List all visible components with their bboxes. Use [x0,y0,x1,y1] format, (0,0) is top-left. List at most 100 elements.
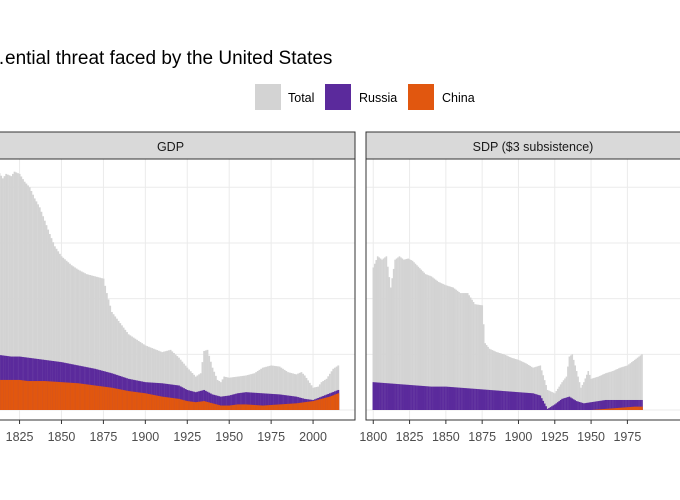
bar-total-1855 [69,263,71,410]
bar-china-1979 [277,404,279,410]
bar-china-1927 [189,401,192,410]
legend-label-china: China [442,91,475,105]
bar-russia-1913 [536,394,539,410]
bar-total-1905 [525,363,527,410]
bar-china-1968 [258,405,261,410]
bar-total-1893 [507,356,510,410]
bar-russia-1983 [638,399,640,410]
bar-russia-1951 [230,395,232,410]
bar-russia-1818 [398,384,401,410]
bar-total-1964 [251,373,254,410]
bar-total-1951 [591,378,594,410]
bar-china-1958 [241,404,244,410]
bar-china-1819 [8,379,11,410]
bar-russia-1937 [571,398,574,410]
bar-total-1887 [122,327,125,410]
bar-russia-1970 [261,393,264,410]
bar-total-1948 [225,376,227,410]
bar-russia-1848 [442,386,444,410]
bar-total-1855 [452,287,455,410]
bar-total-1894 [134,338,137,410]
bar-china-1971 [263,405,266,410]
bar-total-1835 [35,201,38,410]
bar-total-1949 [588,374,591,410]
bar-russia-1985 [287,395,289,410]
bar-russia-1879 [487,389,489,410]
bar-total-1845 [437,281,440,410]
bar-russia-1945 [583,403,585,410]
bar-russia-1987 [290,395,293,410]
bar-russia-1861 [461,387,463,410]
bar-russia-1905 [525,392,527,410]
bar-russia-1831 [417,385,420,410]
bar-china-1977 [629,406,632,410]
bar-china-1916 [171,397,174,410]
bar-total-2001 [313,387,316,410]
bar-russia-1835 [423,386,425,410]
bar-total-1871 [95,276,98,410]
bar-total-1966 [255,372,258,410]
bar-china-1817 [5,379,8,410]
bar-china-1831 [28,381,31,410]
bar-china-1977 [273,404,276,410]
bar-russia-1838 [427,386,430,410]
bar-china-1924 [184,400,187,410]
bar-china-1997 [307,401,310,410]
bar-total-1878 [107,299,110,410]
bar-total-2004 [318,384,321,410]
bar-russia-1929 [193,391,195,410]
bar-total-1972 [265,366,268,410]
bar-total-1880 [110,312,113,410]
bar-russia-1949 [226,395,229,410]
bar-total-1980 [633,359,636,410]
bar-russia-1834 [421,385,424,410]
x-tick-label: 1950 [215,430,243,444]
bar-china-1963 [250,404,252,410]
bar-russia-1904 [523,392,526,410]
bar-russia-1936 [570,397,572,410]
bar-total-1887 [498,352,501,410]
bar-total-1900 [517,359,520,410]
bar-total-1892 [506,355,508,410]
bar-russia-1865 [466,388,469,410]
bar-russia-1924 [552,405,555,410]
bar-russia-1986 [288,395,291,410]
bar-russia-1957 [600,400,603,410]
bar-total-1868 [90,275,93,410]
bar-total-1879 [487,346,489,410]
bar-total-1820 [401,258,404,410]
bar-china-1844 [50,381,53,410]
bar-russia-1988 [292,396,294,410]
bar-total-2006 [322,381,325,410]
bar-china-1981 [635,406,637,410]
bar-total-1975 [270,365,273,410]
bar-russia-1894 [509,391,511,410]
bar-russia-1889 [501,390,504,410]
series-china [591,406,643,410]
bar-russia-1974 [625,399,627,410]
bar-china-1956 [238,404,241,410]
bar-total-1890 [127,334,130,410]
bar-china-1919 [176,398,179,410]
bar-total-1870 [474,304,476,410]
bar-total-1907 [527,365,530,410]
bar-china-1934 [201,401,204,410]
bar-russia-1825 [408,384,411,410]
bar-total-1928 [558,386,561,410]
bar-russia-1976 [271,393,274,410]
bar-china-1912 [164,397,167,410]
bar-total-1885 [495,352,498,410]
series-layers [372,256,643,410]
bar-china-1882 [114,388,117,410]
bar-total-1973 [266,366,269,410]
bar-total-1938 [208,355,211,410]
bar-russia-1985 [641,399,643,410]
bar-total-1947 [586,374,588,410]
bar-china-2009 [327,397,330,410]
bar-russia-1858 [456,387,459,410]
bar-russia-1981 [280,394,283,410]
x-tick-label: 1925 [173,430,201,444]
bar-total-1880 [488,348,491,410]
bar-russia-1824 [407,384,409,410]
bar-china-1990 [295,403,298,410]
